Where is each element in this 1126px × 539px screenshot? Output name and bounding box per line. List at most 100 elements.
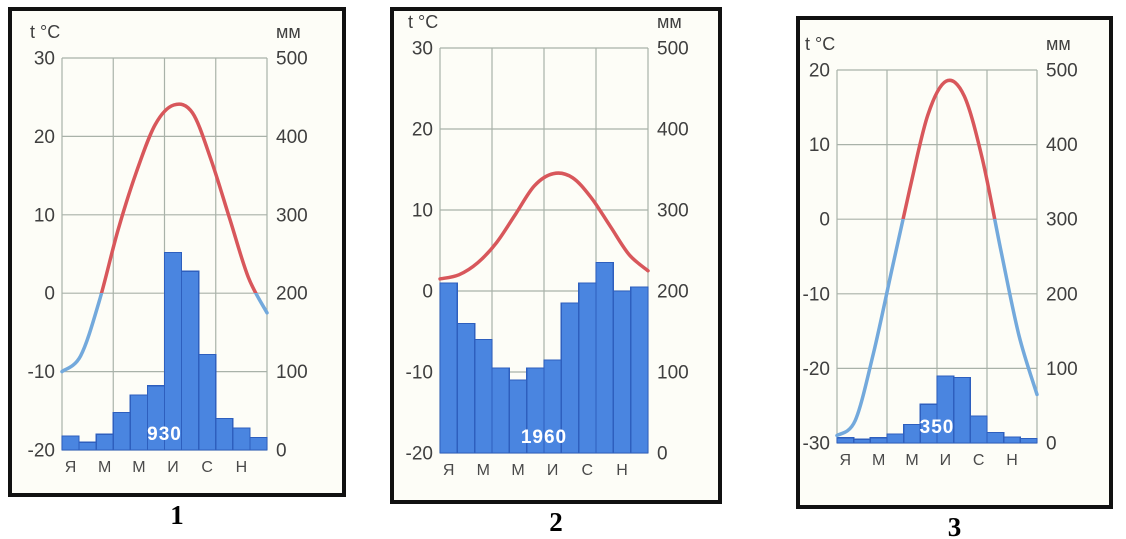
precip-bar-month-5 bbox=[903, 423, 921, 444]
precip-bar-month-2 bbox=[456, 322, 476, 454]
temp-tick-label: 20 bbox=[34, 127, 55, 148]
precip-tick-label: 0 bbox=[276, 441, 287, 462]
precip-tick-label: 0 bbox=[657, 444, 668, 465]
month-label: И bbox=[940, 452, 952, 469]
precip-bar-month-1 bbox=[836, 437, 855, 444]
annual-precip-label: 350 bbox=[920, 417, 955, 438]
precip-bar-month-11 bbox=[612, 290, 632, 454]
precip-tick-label: 500 bbox=[1046, 61, 1078, 82]
month-label: М bbox=[98, 459, 111, 476]
temp-tick-label: -20 bbox=[803, 359, 830, 380]
annual-precip-label: 1960 bbox=[521, 427, 567, 448]
month-label: М bbox=[477, 462, 490, 479]
precip-tick-label: 300 bbox=[657, 201, 689, 222]
temp-tick-label: 20 bbox=[809, 61, 830, 82]
precip-bar-month-10 bbox=[595, 262, 614, 454]
month-label: М bbox=[132, 459, 145, 476]
precip-tick-label: 500 bbox=[276, 49, 308, 70]
precip-bar-month-8 bbox=[953, 376, 971, 444]
precip-tick-label: 200 bbox=[276, 284, 308, 305]
precip-bar-month-7 bbox=[163, 251, 183, 451]
annual-precip-label: 930 bbox=[147, 424, 182, 445]
precip-bar-month-1 bbox=[439, 282, 458, 454]
precip-tick-label: 0 bbox=[1046, 434, 1057, 455]
precip-bar-month-12 bbox=[1019, 437, 1038, 444]
temp-tick-label: -20 bbox=[406, 444, 433, 465]
month-label: Я bbox=[840, 452, 852, 469]
temp-tick-label: 0 bbox=[422, 282, 433, 303]
precip-bar-month-4 bbox=[112, 411, 131, 451]
precip-bar-month-4 bbox=[491, 367, 510, 454]
month-label: И bbox=[167, 459, 179, 476]
precip-bar-month-2 bbox=[853, 438, 871, 444]
precip-bar-month-10 bbox=[215, 418, 234, 451]
climatogram-block-1: 30 20 10 0 -10 -20 500 400 300 200 100 0 t °C мм Я М М И С… bbox=[8, 7, 346, 530]
precip-bar-month-3 bbox=[474, 339, 493, 454]
precip-bar-month-3 bbox=[869, 437, 888, 444]
climatogram-panel-3: 20 10 0 -10 -20 -30 500 400 300 200 100 0 t °C мм Я М М И… bbox=[796, 16, 1113, 509]
precip-tick-label: 100 bbox=[657, 363, 689, 384]
month-label: Я bbox=[65, 459, 77, 476]
precip-tick-label: 400 bbox=[1046, 135, 1078, 156]
temp-tick-label: 20 bbox=[412, 120, 433, 141]
month-label: М bbox=[511, 462, 524, 479]
precip-bar-month-11 bbox=[1003, 436, 1021, 444]
precip-axis-unit-label: мм bbox=[1046, 34, 1071, 54]
precip-bar-month-2 bbox=[78, 441, 97, 451]
precip-bar-month-9 bbox=[578, 282, 597, 454]
temp-tick-label: 30 bbox=[412, 39, 433, 60]
precip-bar-month-12 bbox=[249, 436, 268, 451]
precip-bar-month-9 bbox=[198, 353, 217, 451]
precip-bar-month-1 bbox=[61, 435, 80, 451]
precip-tick-label: 200 bbox=[657, 282, 689, 303]
month-label: М bbox=[872, 452, 885, 469]
month-label: С bbox=[201, 459, 213, 476]
month-label: И bbox=[547, 462, 559, 479]
month-label: С bbox=[582, 462, 594, 479]
month-label: Н bbox=[616, 462, 628, 479]
temp-axis-unit-label: t °C bbox=[408, 12, 438, 32]
temp-tick-label: -10 bbox=[28, 362, 55, 383]
precip-axis-unit-label: мм bbox=[657, 12, 682, 32]
precip-tick-label: 400 bbox=[276, 127, 308, 148]
month-label: Н bbox=[1006, 452, 1018, 469]
month-label: С bbox=[973, 452, 985, 469]
temp-axis-unit-label: t °C bbox=[805, 34, 835, 54]
panel-number-2: 2 bbox=[549, 507, 563, 537]
temp-tick-label: -10 bbox=[406, 363, 433, 384]
temp-tick-label: -30 bbox=[803, 434, 830, 455]
precip-axis-unit-label: мм bbox=[276, 22, 301, 42]
precip-bar-month-8 bbox=[180, 270, 200, 451]
precip-bar-month-9 bbox=[969, 415, 988, 444]
temperature-curve bbox=[60, 102, 269, 374]
precip-bar-month-10 bbox=[986, 431, 1005, 444]
precip-tick-label: 300 bbox=[276, 205, 308, 226]
climatogram-panel-2: 30 20 10 0 -10 -20 500 400 300 200 100 0 t °C мм Я М М И С… bbox=[390, 7, 722, 504]
precip-bar-month-3 bbox=[95, 433, 114, 451]
precip-tick-label: 400 bbox=[657, 120, 689, 141]
temp-axis-unit-label: t °C bbox=[30, 22, 60, 42]
precip-bar-month-12 bbox=[630, 286, 649, 454]
climatogram-panel-1: 30 20 10 0 -10 -20 500 400 300 200 100 0 t °C мм Я М М И С… bbox=[8, 7, 346, 497]
precip-tick-label: 500 bbox=[657, 39, 689, 60]
precip-tick-label: 300 bbox=[1046, 210, 1078, 231]
precip-bar-month-4 bbox=[886, 433, 905, 444]
temp-tick-label: 10 bbox=[809, 135, 830, 156]
month-label: Я bbox=[443, 462, 455, 479]
panel-number-1: 1 bbox=[170, 500, 184, 530]
temperature-curve bbox=[438, 171, 650, 281]
climatogram-block-3: 20 10 0 -10 -20 -30 500 400 300 200 100 0 t °C мм Я М М И… bbox=[796, 16, 1113, 539]
panel-number-3: 3 bbox=[947, 512, 962, 539]
precip-tick-label: 100 bbox=[276, 362, 308, 383]
temp-tick-label: 0 bbox=[44, 284, 55, 305]
precip-tick-label: 100 bbox=[1046, 359, 1078, 380]
temperature-curve bbox=[835, 78, 1039, 438]
temp-tick-label: -20 bbox=[28, 441, 55, 462]
climatogram-block-2: 30 20 10 0 -10 -20 500 400 300 200 100 0 t °C мм Я М М И С… bbox=[390, 7, 722, 537]
temp-tick-label: 0 bbox=[819, 210, 830, 231]
month-label: М bbox=[905, 452, 918, 469]
